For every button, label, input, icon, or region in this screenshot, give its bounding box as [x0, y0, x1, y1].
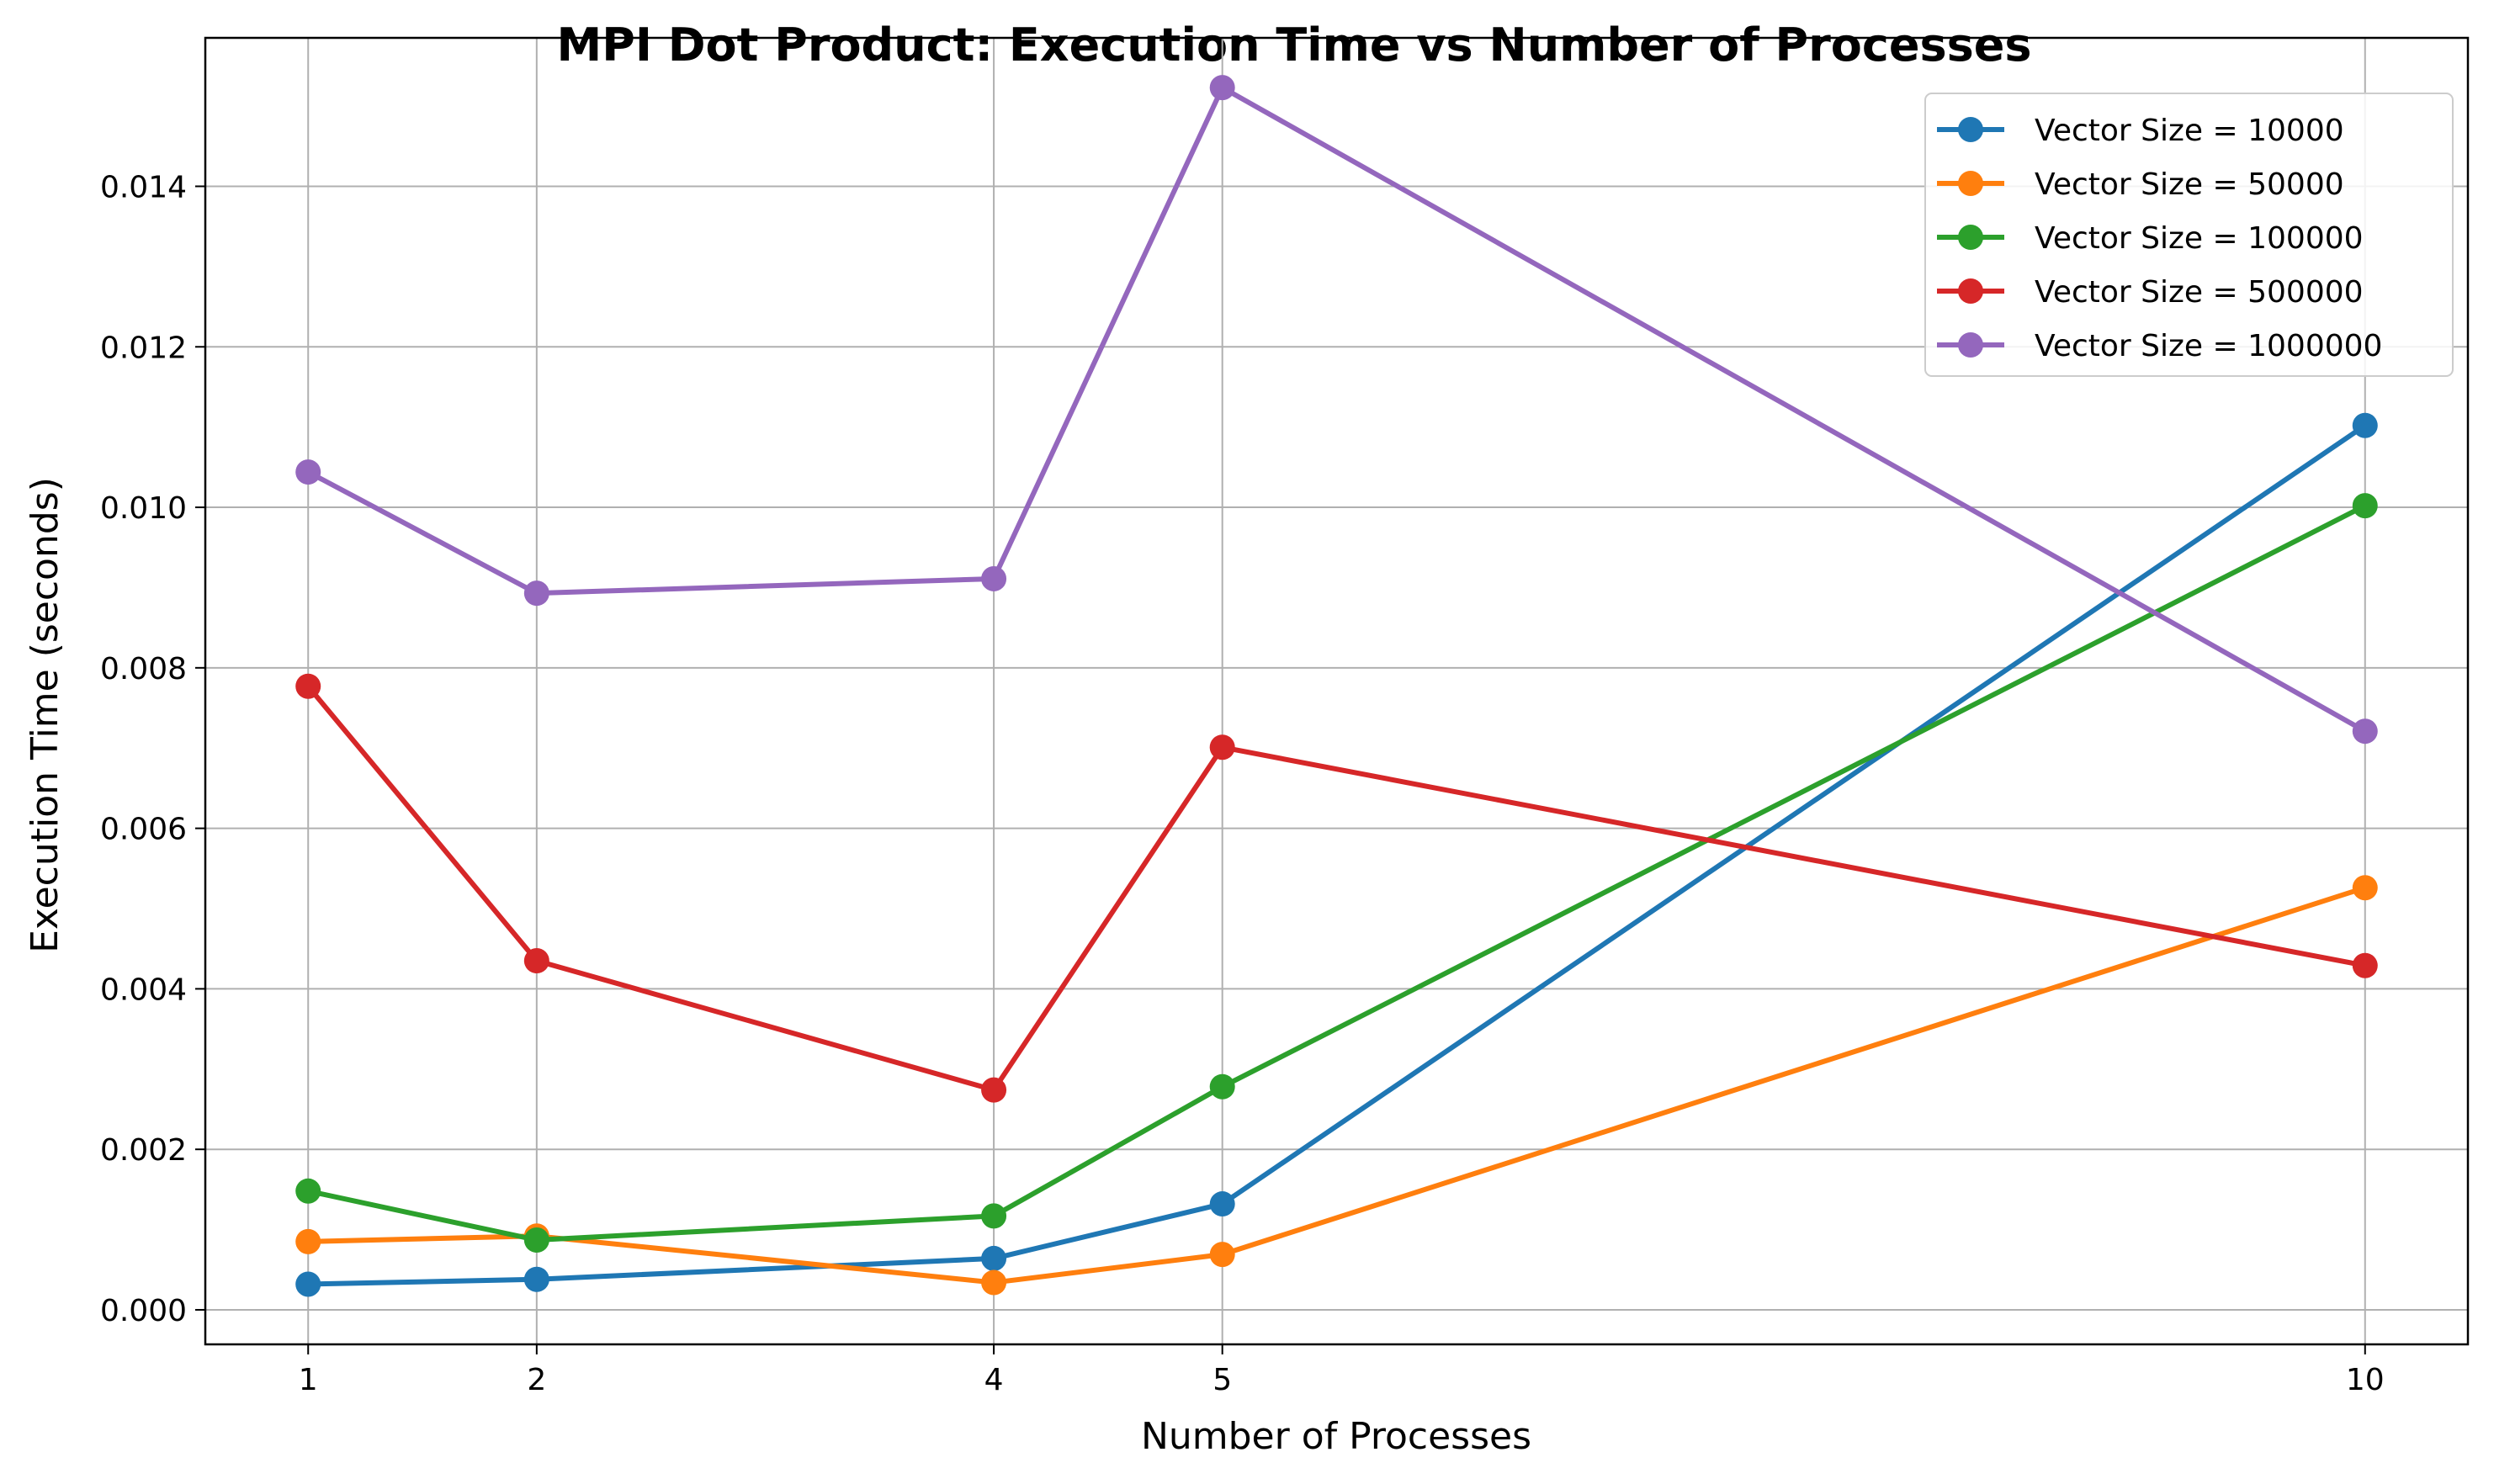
y-tick-label: 0.000: [100, 1294, 187, 1328]
legend-entry: Vector Size = 500000: [1937, 275, 2364, 310]
series-line: [308, 885, 2366, 1285]
legend-marker: [1958, 278, 1983, 304]
data-point: [295, 1228, 321, 1254]
legend-label: Vector Size = 50000: [2035, 167, 2344, 202]
data-point: [2352, 875, 2378, 901]
data-point: [523, 948, 549, 974]
y-tick-label: 0.002: [100, 1133, 187, 1168]
series-3: [295, 673, 2378, 1103]
series-lines: [295, 75, 2378, 1297]
y-tick-label: 0.014: [100, 170, 187, 204]
data-point: [981, 1077, 1007, 1103]
series-1: [295, 875, 2378, 1296]
plot-frame: [204, 36, 2470, 1346]
y-tick-label: 0.004: [100, 973, 187, 1007]
x-tick-label: 1: [299, 1363, 318, 1397]
legend-marker: [1958, 117, 1983, 142]
data-point: [295, 1271, 321, 1297]
legend-label: Vector Size = 10000: [2035, 114, 2344, 148]
data-point: [523, 1227, 549, 1253]
data-point: [1209, 75, 1235, 101]
data-point: [523, 1266, 549, 1292]
y-tick-label: 0.010: [100, 491, 187, 526]
data-point: [2352, 412, 2378, 438]
data-point: [295, 459, 321, 485]
y-tick-label: 0.006: [100, 813, 187, 847]
data-point: [295, 1178, 321, 1204]
x-tick-label: 2: [527, 1363, 546, 1397]
data-point: [295, 673, 321, 699]
series-4: [295, 75, 2378, 745]
series-line: [308, 423, 2367, 1287]
legend-label: Vector Size = 100000: [2035, 221, 2364, 256]
legend: Vector Size = 10000 Vector Size = 50000 Ve…: [1924, 93, 2454, 377]
series-line: [307, 503, 2367, 1243]
legend-entry: Vector Size = 1000000: [1937, 329, 2382, 363]
legend-label: Vector Size = 500000: [2035, 275, 2364, 310]
series-2: [295, 493, 2378, 1253]
x-axis-label: Number of Processes: [1141, 1415, 1531, 1458]
data-point: [2352, 952, 2378, 978]
chart-title: MPI Dot Product: Execution Time vs Numbe…: [557, 19, 2032, 72]
legend-entry: Vector Size = 100000: [1937, 221, 2364, 256]
legend-entry: Vector Size = 10000: [1937, 114, 2344, 148]
series-0: [295, 412, 2378, 1297]
legend-marker: [1958, 171, 1983, 196]
data-point: [981, 1203, 1007, 1229]
legend-box: [1924, 93, 2454, 377]
x-tick-label: 5: [1213, 1363, 1232, 1397]
y-tick-label: 0.012: [100, 331, 187, 365]
legend-entry: Vector Size = 50000: [1937, 167, 2344, 202]
x-tick-label: 4: [984, 1363, 1004, 1397]
data-point: [523, 580, 549, 607]
legend-marker: [1958, 225, 1983, 250]
legend-label: Vector Size = 1000000: [2035, 329, 2382, 363]
data-point: [1209, 1073, 1235, 1100]
data-point: [2352, 493, 2378, 519]
data-point: [2352, 718, 2378, 745]
data-point: [981, 1269, 1007, 1296]
data-point: [981, 565, 1007, 591]
data-point: [1209, 1242, 1235, 1268]
x-tick-label: 10: [2346, 1363, 2385, 1397]
data-point: [981, 1245, 1007, 1271]
y-tick-label: 0.008: [100, 652, 187, 686]
axis-ticks: 1 2 4 5 10 0.000 0.002 0.004 0.006 0.008 0.010 0.01…: [100, 170, 2385, 1397]
data-point: [1209, 1191, 1235, 1217]
data-point: [1209, 734, 1235, 761]
legend-marker: [1958, 332, 1983, 358]
y-axis-label: Execution Time (seconds): [24, 477, 66, 953]
